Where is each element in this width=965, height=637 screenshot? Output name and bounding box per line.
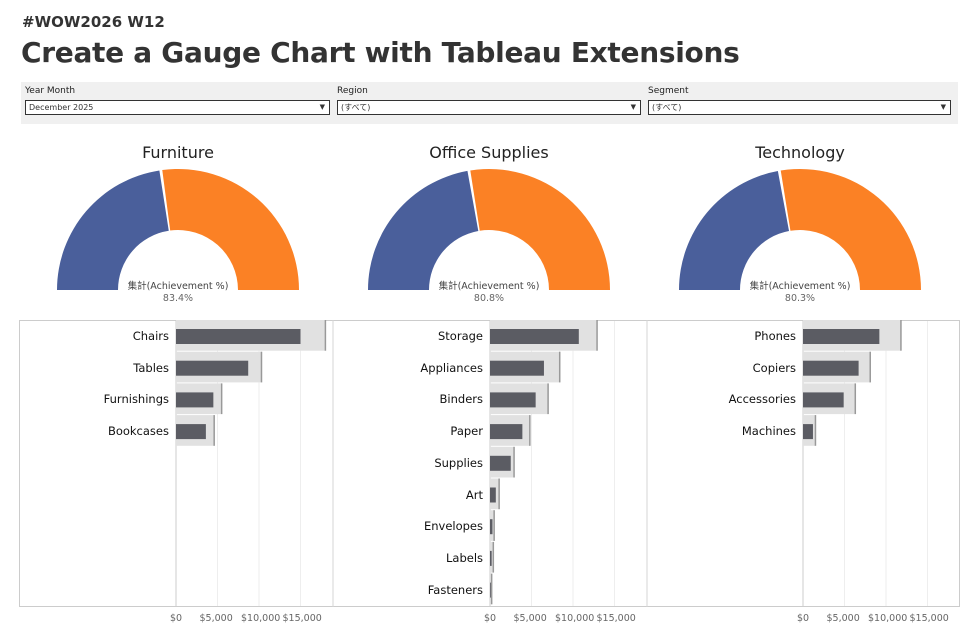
- achievement-value: 80.3%: [784, 293, 816, 304]
- dashboard-subtitle: #WOW2026 W12: [22, 13, 165, 31]
- axis-tick-label: $10,000: [868, 613, 908, 624]
- axis-tick-label: $5,000: [826, 613, 860, 624]
- axis-tick-label: $5,000: [513, 613, 547, 624]
- budget-bar[interactable]: [490, 573, 492, 605]
- gauge-sales-segment[interactable]: [679, 171, 790, 290]
- category-label: Accessories: [728, 392, 796, 407]
- chevron-down-icon: ▼: [940, 103, 946, 111]
- sales-bar[interactable]: [490, 455, 511, 471]
- axis-tick-label: $5,000: [199, 613, 233, 624]
- achievement-label: 集計(Achievement %): [127, 281, 229, 292]
- filter-label-segment: Segment: [648, 86, 689, 96]
- category-label: Copiers: [752, 360, 796, 375]
- sales-bar[interactable]: [176, 360, 249, 376]
- axis-tick-label: $15,000: [282, 613, 322, 624]
- filter-label-year-month: Year Month: [25, 86, 76, 96]
- gauge-achievement: 集計(Achievement %) 80.3%: [730, 281, 870, 305]
- gauge-title: Technology: [755, 143, 845, 162]
- category-label: Appliances: [420, 360, 483, 375]
- dropdown-value: (すべて): [652, 103, 682, 112]
- category-label: Labels: [445, 550, 483, 565]
- dropdown-value: December 2025: [29, 103, 94, 112]
- segment-dropdown[interactable]: (すべて) ▼: [648, 100, 951, 115]
- achievement-value: 80.8%: [473, 293, 505, 304]
- sales-bar[interactable]: [490, 519, 493, 535]
- gauge-achievement: 集計(Achievement %) 83.4%: [108, 281, 248, 305]
- gauge-budget-segment[interactable]: [470, 169, 610, 290]
- axis-tick-label: $0: [484, 613, 497, 624]
- dashboard-title: Create a Gauge Chart with Tableau Extens…: [21, 36, 740, 69]
- sales-bar[interactable]: [490, 392, 536, 408]
- chevron-down-icon: ▼: [319, 103, 325, 111]
- axis-tick-label: $10,000: [241, 613, 281, 624]
- dropdown-value: (すべて): [341, 103, 371, 112]
- year-month-dropdown[interactable]: December 2025 ▼: [25, 100, 330, 115]
- sales-bar[interactable]: [490, 424, 523, 440]
- category-label: Storage: [438, 329, 483, 343]
- category-label: Art: [465, 487, 483, 502]
- category-label: Binders: [439, 392, 483, 407]
- sales-bar[interactable]: [490, 487, 496, 503]
- achievement-label: 集計(Achievement %): [438, 281, 540, 292]
- category-label: Envelopes: [423, 519, 483, 534]
- category-label: Furnishings: [103, 392, 169, 407]
- sales-bar[interactable]: [176, 329, 301, 344]
- axis-tick-label: $15,000: [596, 613, 636, 624]
- sales-bar[interactable]: [176, 424, 206, 440]
- gauge-budget-segment[interactable]: [780, 169, 921, 290]
- category-label: Tables: [133, 360, 169, 375]
- filter-label-region: Region: [337, 86, 368, 96]
- gauge-title: Office Supplies: [429, 143, 549, 162]
- category-label: Phones: [754, 329, 796, 343]
- gauge-achievement: 集計(Achievement %) 80.8%: [419, 281, 559, 305]
- axis-tick-label: $15,000: [909, 613, 949, 624]
- achievement-label: 集計(Achievement %): [749, 281, 851, 292]
- bar-chart-area: [19, 320, 960, 607]
- chevron-down-icon: ▼: [630, 103, 636, 111]
- sales-bar[interactable]: [490, 329, 579, 344]
- category-label: Fasteners: [427, 582, 483, 597]
- sales-bar[interactable]: [490, 360, 544, 376]
- achievement-value: 83.4%: [162, 293, 194, 304]
- axis-tick-label: $0: [797, 613, 810, 624]
- category-label: Machines: [741, 424, 796, 439]
- region-dropdown[interactable]: (すべて) ▼: [337, 100, 641, 115]
- category-label: Supplies: [434, 455, 483, 470]
- sales-bar[interactable]: [490, 582, 491, 598]
- gauge-sales-segment[interactable]: [57, 170, 169, 290]
- sales-bar[interactable]: [490, 550, 492, 566]
- sales-bar[interactable]: [803, 424, 813, 440]
- sales-bar[interactable]: [803, 392, 844, 408]
- sales-bar[interactable]: [176, 392, 214, 408]
- category-label: Chairs: [132, 329, 169, 343]
- gauge-sales-segment[interactable]: [368, 170, 479, 290]
- filter-bar: Year Month December 2025 ▼ Region (すべて) ▼ …: [21, 82, 958, 124]
- category-label: Bookcases: [107, 424, 169, 439]
- axis-tick-label: $0: [170, 613, 183, 624]
- gauge-budget-segment[interactable]: [162, 168, 299, 290]
- category-label: Paper: [450, 424, 483, 439]
- axis-tick-label: $10,000: [555, 613, 595, 624]
- sales-bar[interactable]: [803, 329, 880, 344]
- sales-bar[interactable]: [803, 360, 859, 376]
- gauge-title: Furniture: [142, 143, 214, 162]
